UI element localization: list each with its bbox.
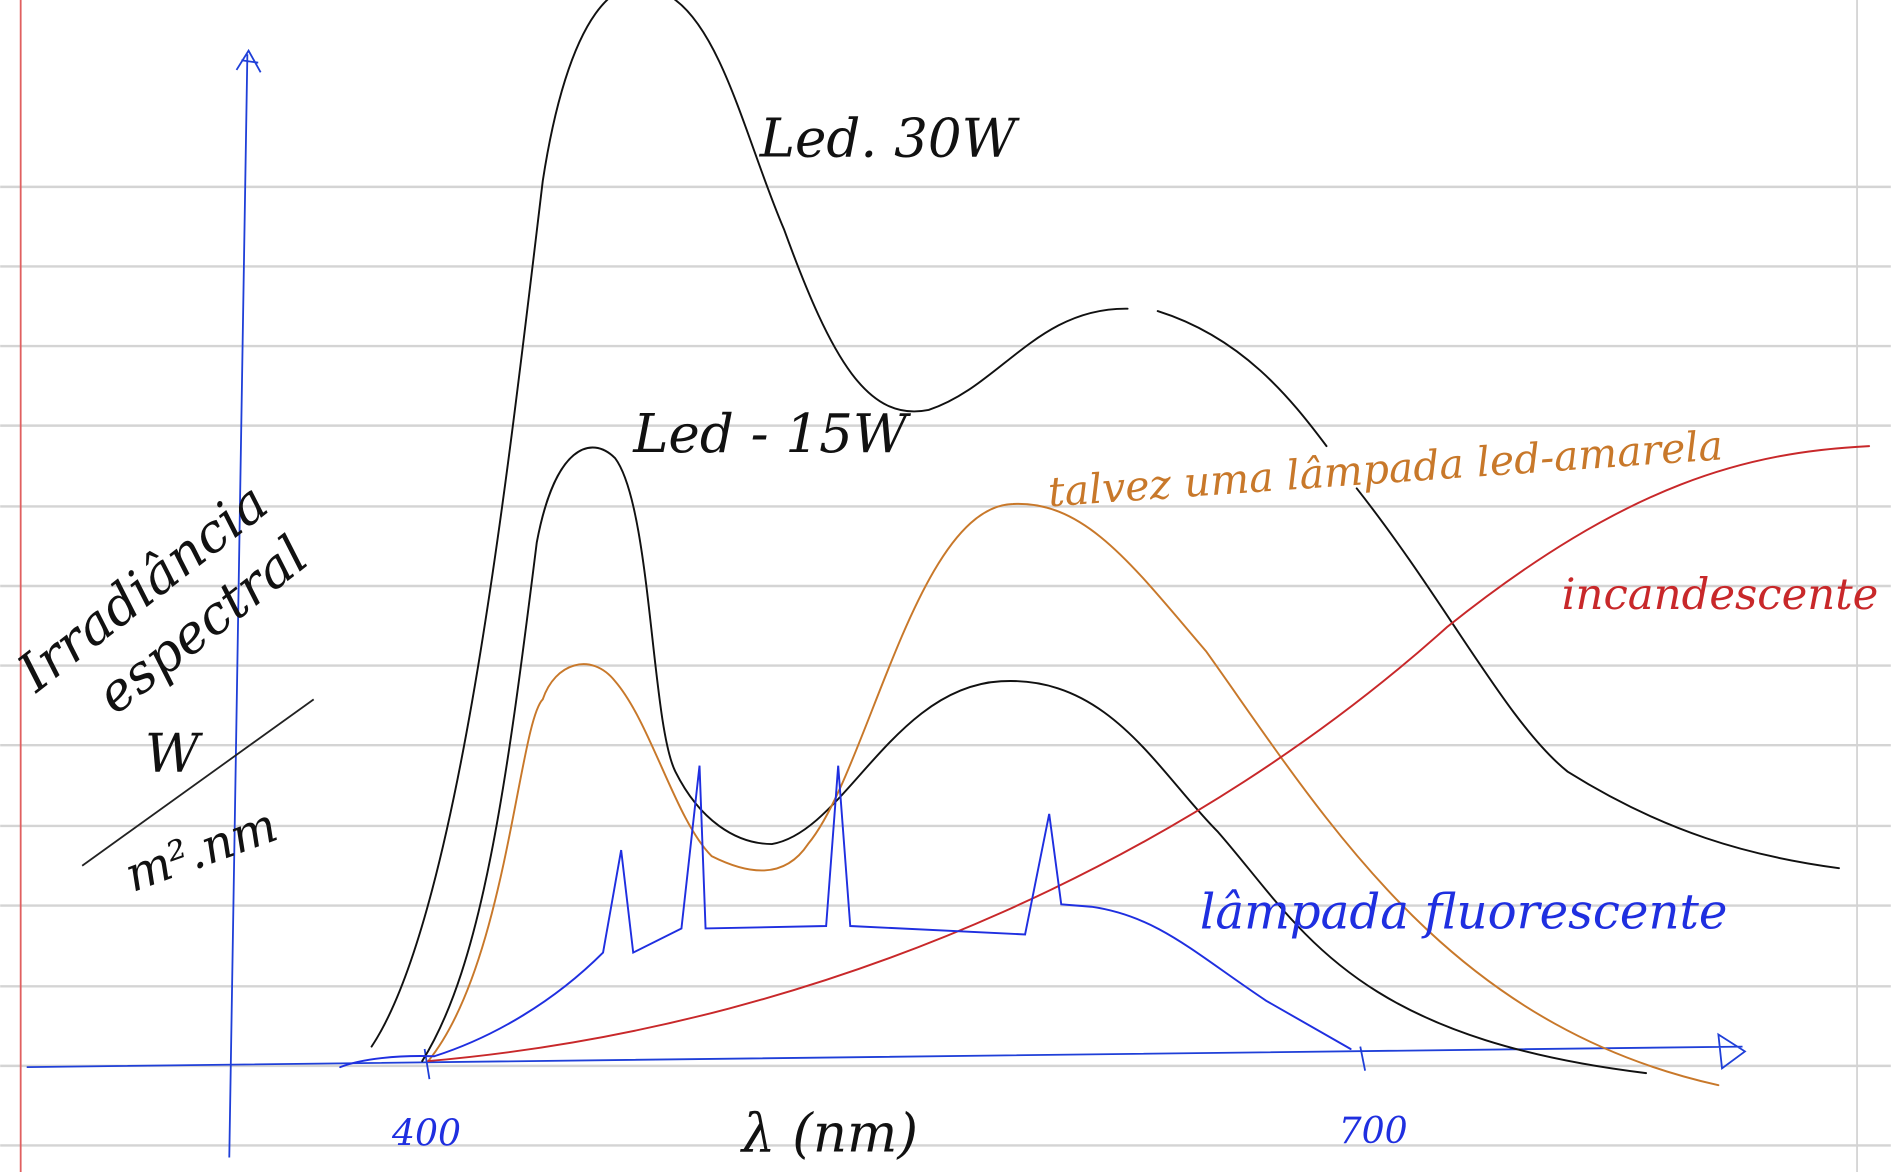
- axes: [27, 51, 1745, 1158]
- x-tick-label: 700: [1339, 1109, 1408, 1152]
- y-axis-label: Irradiância espectral: [5, 471, 320, 756]
- curve-label: Led - 15W: [632, 403, 912, 465]
- curve-led-15w: [422, 447, 1646, 1073]
- x-axis-label: λ (nm): [740, 1103, 918, 1165]
- curve-label: lâmpada fluorescente: [1200, 884, 1728, 940]
- curve-label: incandescente: [1562, 570, 1879, 620]
- curve-led-amarela: [428, 504, 1718, 1085]
- unit-denominator: m².nm: [118, 797, 285, 903]
- unit-numerator: W: [145, 723, 204, 785]
- curve-label: talvez uma lâmpada led-amarela: [1047, 421, 1725, 516]
- curve-label: Led. 30W: [759, 108, 1021, 170]
- sketch: Irradiância espectral W m².nm Led. 30W L…: [0, 0, 1891, 1172]
- x-tick-label: 400: [391, 1111, 461, 1154]
